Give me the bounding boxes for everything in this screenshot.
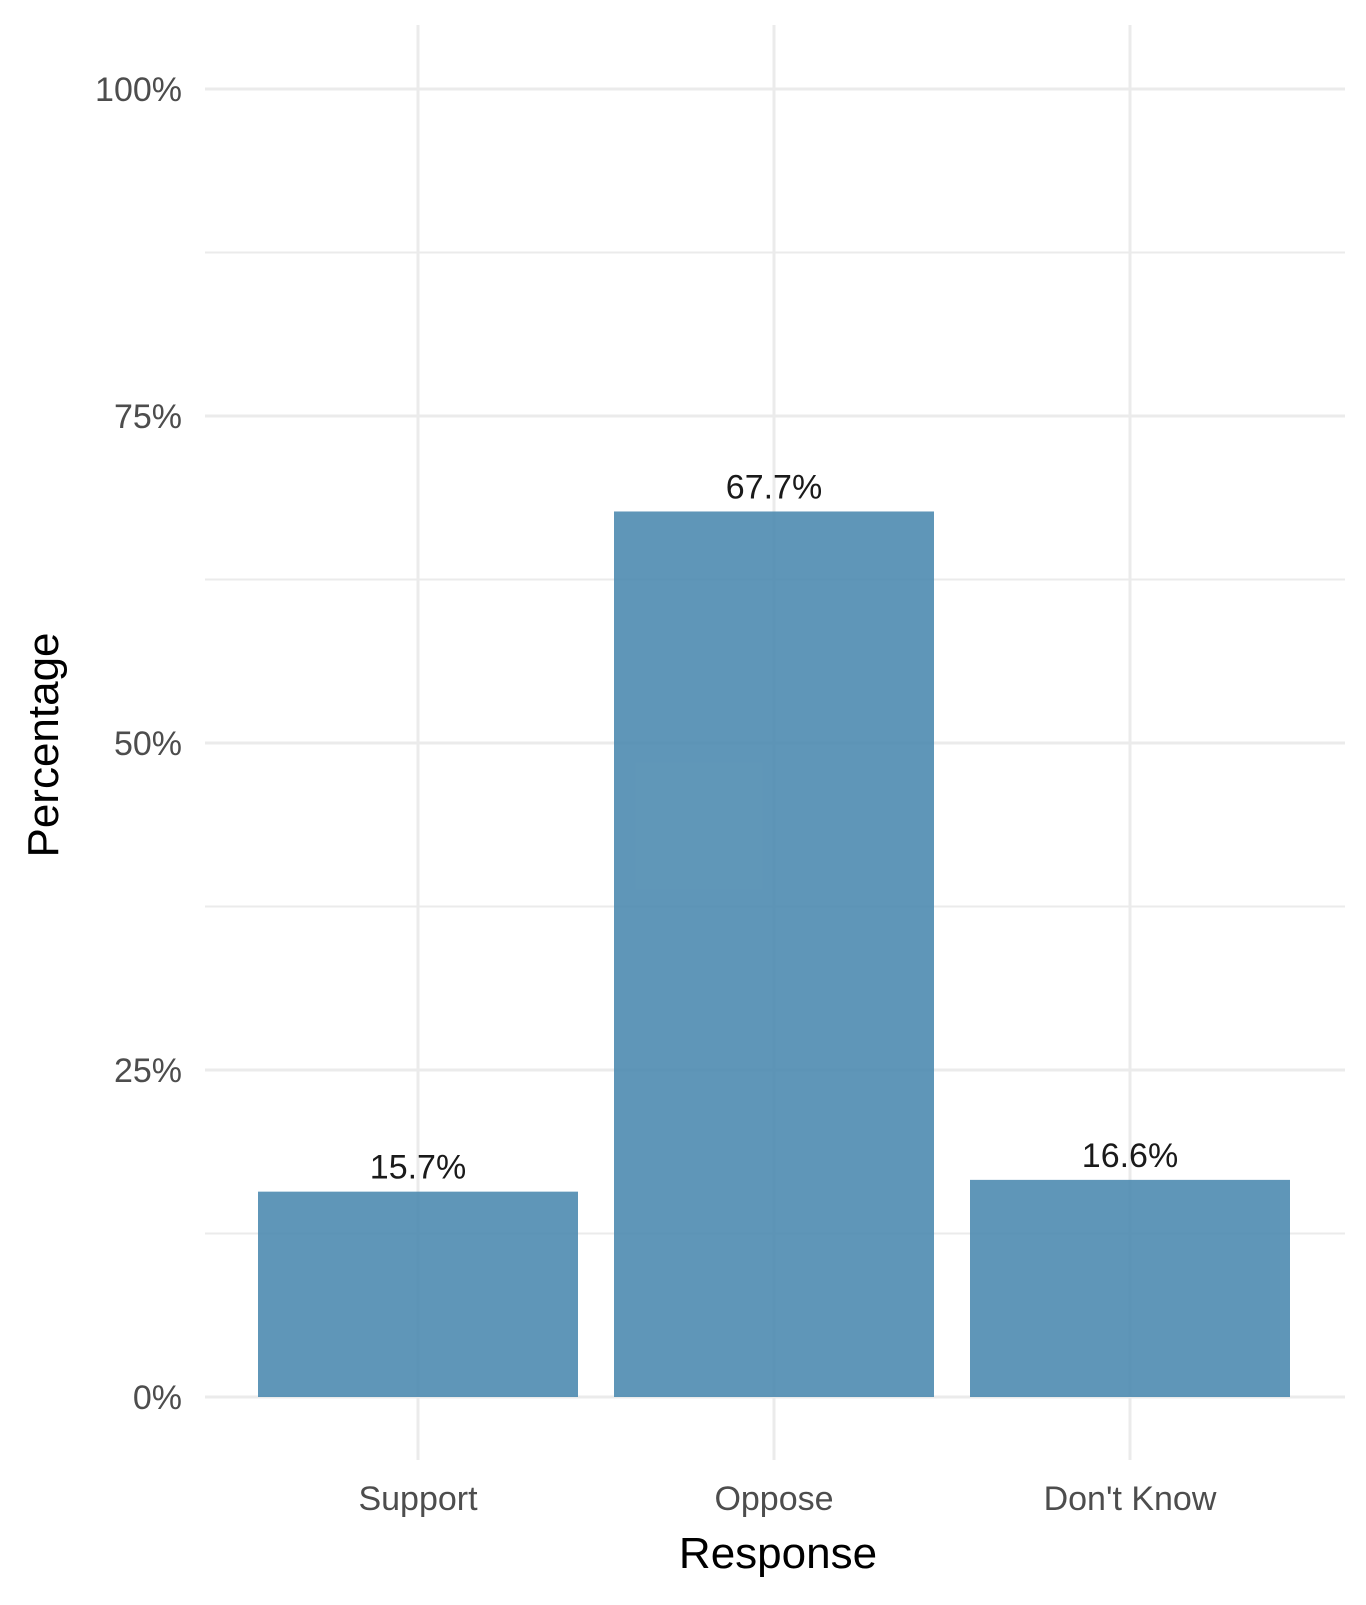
bar-support xyxy=(258,1191,578,1397)
bar-value-label: 67.7% xyxy=(726,468,822,506)
labels-layer: 15.7% 67.7% 16.6% xyxy=(370,468,1178,1186)
y-tick-label: 50% xyxy=(114,725,182,763)
x-axis-title: Response xyxy=(679,1529,877,1578)
x-tick-label: Oppose xyxy=(714,1480,833,1518)
y-tick-label: 100% xyxy=(95,71,182,109)
y-axis-title: Percentage xyxy=(19,632,68,857)
bars-layer xyxy=(258,511,1290,1397)
axes-layer: 0% 25% 50% 75% 100% Support Oppose Don't Know xyxy=(95,71,1217,1518)
y-tick-label: 75% xyxy=(114,398,182,436)
bar-don-t-know xyxy=(970,1179,1290,1397)
x-tick-label: Support xyxy=(358,1480,478,1518)
y-tick-label: 25% xyxy=(114,1052,182,1090)
x-tick-label: Don't Know xyxy=(1044,1480,1217,1518)
bar-value-label: 16.6% xyxy=(1082,1137,1178,1175)
bar-value-label: 15.7% xyxy=(370,1149,466,1187)
y-tick-label: 0% xyxy=(133,1379,182,1417)
bar-oppose xyxy=(614,511,934,1397)
